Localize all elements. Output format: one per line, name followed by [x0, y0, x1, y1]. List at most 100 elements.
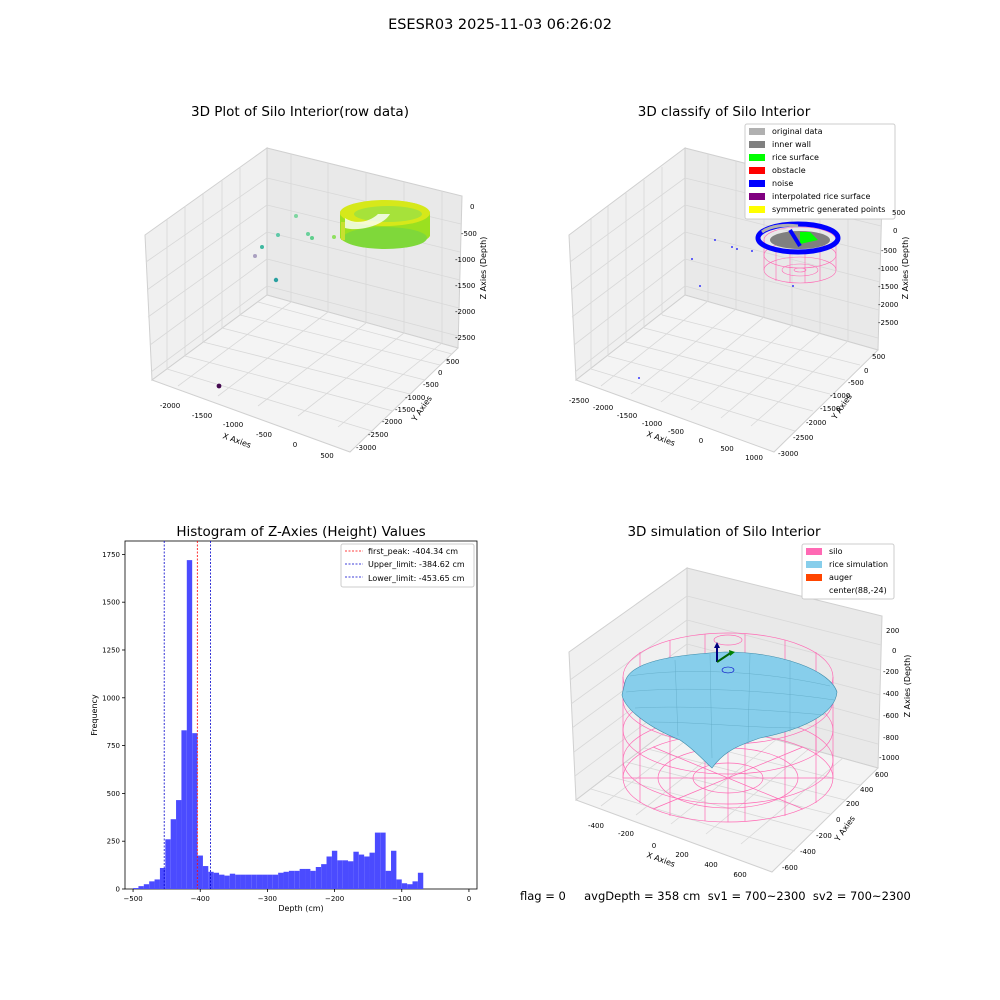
classify-plot-title: 3D classify of Silo Interior [637, 104, 811, 120]
histogram-y-tick-label: 1250 [102, 646, 120, 654]
simulation-z-tick: -600 [883, 712, 899, 720]
raw-y-tick: 0 [438, 369, 442, 377]
histogram-y-tick-label: 1750 [102, 551, 120, 559]
histogram-bar [133, 888, 139, 889]
histogram-bar [159, 867, 166, 889]
classify-x-ticks: -2500 -2000 -1500 -1000 -500 0 500 1000 [569, 397, 763, 462]
legend-swatch [749, 193, 765, 200]
figure-title: ESESR03 2025-11-03 06:26:02 [388, 17, 612, 33]
legend-label: inner wall [772, 140, 811, 149]
histogram-bar [326, 856, 332, 889]
histogram-x-tick-label: −100 [392, 895, 411, 903]
raw-x-tick: 0 [293, 441, 297, 449]
classify-z-tick: -2000 [878, 301, 898, 309]
simulation-x-ticks: -400 -200 0 200 400 600 [588, 822, 747, 879]
histogram-bar [213, 872, 220, 889]
histogram-bar [321, 864, 327, 889]
histogram-bar [165, 839, 171, 889]
classify-noise-points [638, 239, 794, 379]
histogram-bar [219, 874, 225, 889]
simulation-y-tick: -200 [816, 832, 832, 840]
histogram-bar [283, 871, 289, 889]
raw-z-ticks: 0 -500 -1000 -1500 -2000 -2500 [455, 203, 477, 342]
histogram-y-ticks: 0 250 500 750 1000 1250 1500 1750 [102, 551, 125, 894]
simulation-plot-title: 3D simulation of Silo Interior [627, 524, 821, 540]
classify-x-tick: 500 [720, 445, 733, 453]
histogram-bar [299, 868, 306, 889]
histogram-bar [337, 860, 343, 889]
classify-y-tick: -2500 [793, 434, 813, 442]
histogram-y-label: Frequency [90, 694, 99, 736]
classify-x-tick: 0 [699, 437, 703, 445]
raw-3d-plot: -2000 -1500 -1000 -500 0 500 500 0 -500 … [144, 147, 488, 460]
classify-x-tick: -1000 [642, 420, 662, 428]
simulation-z-tick: -800 [883, 734, 899, 742]
raw-x-ticks: -2000 -1500 -1000 -500 0 500 [160, 402, 334, 460]
legend-label: center(88,-24) [829, 586, 887, 595]
simulation-y-tick: 200 [846, 800, 859, 808]
classify-y-tick: -3000 [778, 450, 798, 458]
legend-swatch [806, 548, 822, 555]
raw-z-label: Z Axies (Depth) [479, 237, 488, 300]
raw-y-tick: -2000 [382, 418, 402, 426]
histogram-y-tick-label: 1500 [102, 599, 120, 607]
legend-swatch [806, 561, 822, 568]
histogram-chart: −500 −400 −300 −200 −100 0 0 250 500 750 1000 1250… [90, 540, 478, 913]
histogram-x-tick-label: −200 [325, 895, 344, 903]
classify-z-ticks: 500 0 -500 -1000 -1500 -2000 -2500 [878, 209, 905, 327]
raw-y-tick: -500 [423, 381, 439, 389]
histogram-bar [245, 874, 252, 889]
histogram-bar [417, 872, 424, 889]
classify-x-tick: -2500 [569, 397, 589, 405]
simulation-y-tick: -600 [782, 864, 798, 872]
classify-y-tick: 500 [872, 353, 885, 361]
legend-swatch [749, 180, 765, 187]
histogram-bar [262, 874, 268, 889]
histogram-bar [224, 875, 230, 889]
simulation-z-tick: -400 [883, 690, 899, 698]
simulation-x-tick: 0 [652, 842, 656, 850]
raw-x-tick: -1000 [223, 421, 243, 429]
simulation-3d-plot: silo rice simulation auger center(88,-24… [568, 543, 912, 879]
classify-z-tick: -1000 [878, 265, 898, 273]
histogram-bar [396, 879, 402, 889]
classify-z-tick: -2500 [878, 319, 898, 327]
histogram-bar [235, 874, 241, 889]
raw-x-tick: -500 [256, 431, 272, 439]
histogram-bar [369, 852, 375, 889]
raw-scatter-points [216, 214, 336, 389]
histogram-x-tick-label: 0 [467, 895, 471, 903]
raw-y-ticks: 500 0 -500 -1000 -1500 -2000 -2500 -3000 [356, 358, 459, 452]
legend-swatch [749, 141, 765, 148]
histogram-bar [331, 850, 338, 889]
classify-z-tick-partial: 500 [892, 209, 905, 217]
histogram-x-ticks: −500 −400 −300 −200 −100 0 [123, 889, 471, 903]
raw-z-tick: -1500 [455, 282, 475, 290]
classify-x-tick: -2000 [593, 404, 613, 412]
raw-y-tick: -1000 [405, 394, 425, 402]
legend-label: rice simulation [829, 560, 888, 569]
legend-label-first-peak: first_peak: -404.34 cm [368, 547, 458, 556]
simulation-legend: silo rice simulation auger center(88,-24… [801, 543, 895, 600]
classify-x-tick: -1500 [617, 412, 637, 420]
raw-x-tick: -2000 [160, 402, 180, 410]
simulation-z-tick: -200 [883, 668, 899, 676]
simulation-y-ticks: 600 400 200 0 -200 -400 -600 [782, 771, 888, 872]
raw-x-tick: -1500 [192, 412, 212, 420]
legend-swatch [749, 167, 765, 174]
classify-y-ticks: 500 0 -500 -1000 -1500 -2000 -2500 -3000 [778, 353, 885, 458]
histogram-bar [181, 730, 187, 889]
classify-y-tick: -1500 [820, 405, 840, 413]
histogram-bar [407, 884, 413, 889]
raw-y-tick: -2500 [368, 431, 388, 439]
simulation-z-label: Z Axies (Depth) [903, 655, 912, 718]
histogram-y-tick-label: 500 [107, 790, 120, 798]
histogram-bar [154, 879, 160, 889]
raw-y-tick: -1500 [395, 406, 415, 414]
raw-z-tick: -2000 [455, 308, 475, 316]
legend-label: obstacle [772, 166, 806, 175]
histogram-bar [342, 860, 349, 889]
classify-z-tick: -500 [881, 247, 897, 255]
raw-x-tick: 500 [320, 452, 333, 460]
classify-3d-plot: original data inner wall rice surface ob… [568, 123, 910, 462]
